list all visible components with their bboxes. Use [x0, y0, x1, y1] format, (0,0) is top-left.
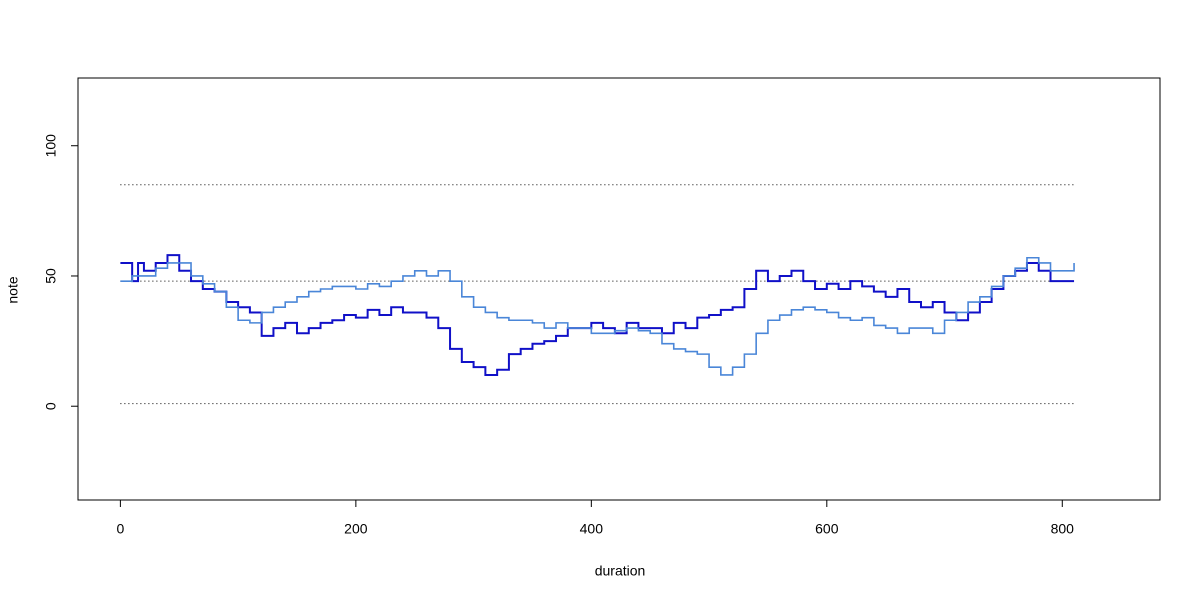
- x-tick-label: 200: [344, 521, 368, 537]
- y-tick-label: 50: [43, 268, 59, 284]
- y-tick-label: 100: [43, 134, 59, 158]
- x-tick-label: 400: [580, 521, 604, 537]
- series-line: [120, 254, 1075, 376]
- x-tick-label: 600: [815, 521, 839, 537]
- x-tick-label: 0: [116, 521, 124, 537]
- series-line: [120, 256, 1075, 376]
- x-tick-label: 800: [1051, 521, 1075, 537]
- y-axis-label: note: [5, 276, 21, 303]
- y-tick-label: 0: [43, 402, 59, 410]
- x-axis-label: duration: [595, 563, 646, 579]
